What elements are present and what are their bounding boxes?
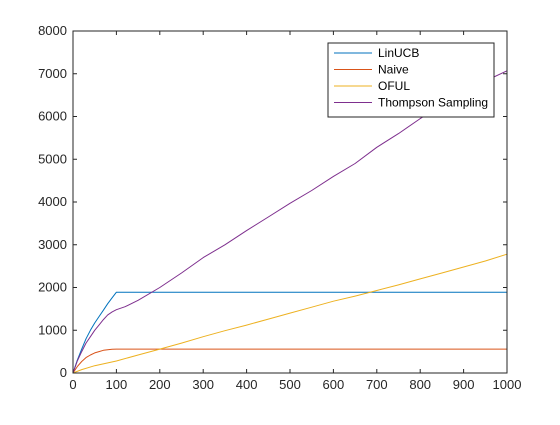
series-line-2 <box>72 253 508 374</box>
legend: LinUCB Naive OFUL Thompson Sampling <box>327 42 495 118</box>
y-tick-label: 2000 <box>38 280 67 295</box>
x-tick-label: 200 <box>149 377 171 392</box>
x-tick-label: 400 <box>236 377 258 392</box>
legend-label-0: LinUCB <box>378 46 419 60</box>
y-tick-label: 0 <box>60 365 67 380</box>
x-tick-label: 0 <box>69 377 76 392</box>
series-line-0 <box>72 291 507 374</box>
y-tick-label: 7000 <box>38 66 67 81</box>
x-tick-label: 1000 <box>493 377 522 392</box>
plot-area <box>72 70 508 374</box>
legend-label-3: Thompson Sampling <box>378 96 488 110</box>
y-tick-label: 5000 <box>38 151 67 166</box>
legend-box <box>327 42 495 118</box>
axes: 0 100 200 300 400 500 600 700 800 900 1000 0 1000 200… <box>38 23 521 392</box>
x-tick-label: 300 <box>192 377 214 392</box>
y-tick-label: 4000 <box>38 194 67 209</box>
legend-label-1: Naive <box>378 63 409 77</box>
series-line-1 <box>72 348 507 374</box>
y-tick-label: 3000 <box>38 237 67 252</box>
x-tick-label: 800 <box>409 377 431 392</box>
series-line-3 <box>72 70 508 374</box>
x-tick-label: 700 <box>366 377 388 392</box>
x-tick-label: 900 <box>453 377 475 392</box>
legend-label-2: OFUL <box>378 79 410 93</box>
y-tick-label: 6000 <box>38 109 67 124</box>
y-tick-label: 8000 <box>38 23 67 38</box>
x-tick-label: 100 <box>106 377 128 392</box>
y-tick-label: 1000 <box>38 322 67 337</box>
x-tick-label: 600 <box>323 377 345 392</box>
x-tick-label: 500 <box>279 377 301 392</box>
